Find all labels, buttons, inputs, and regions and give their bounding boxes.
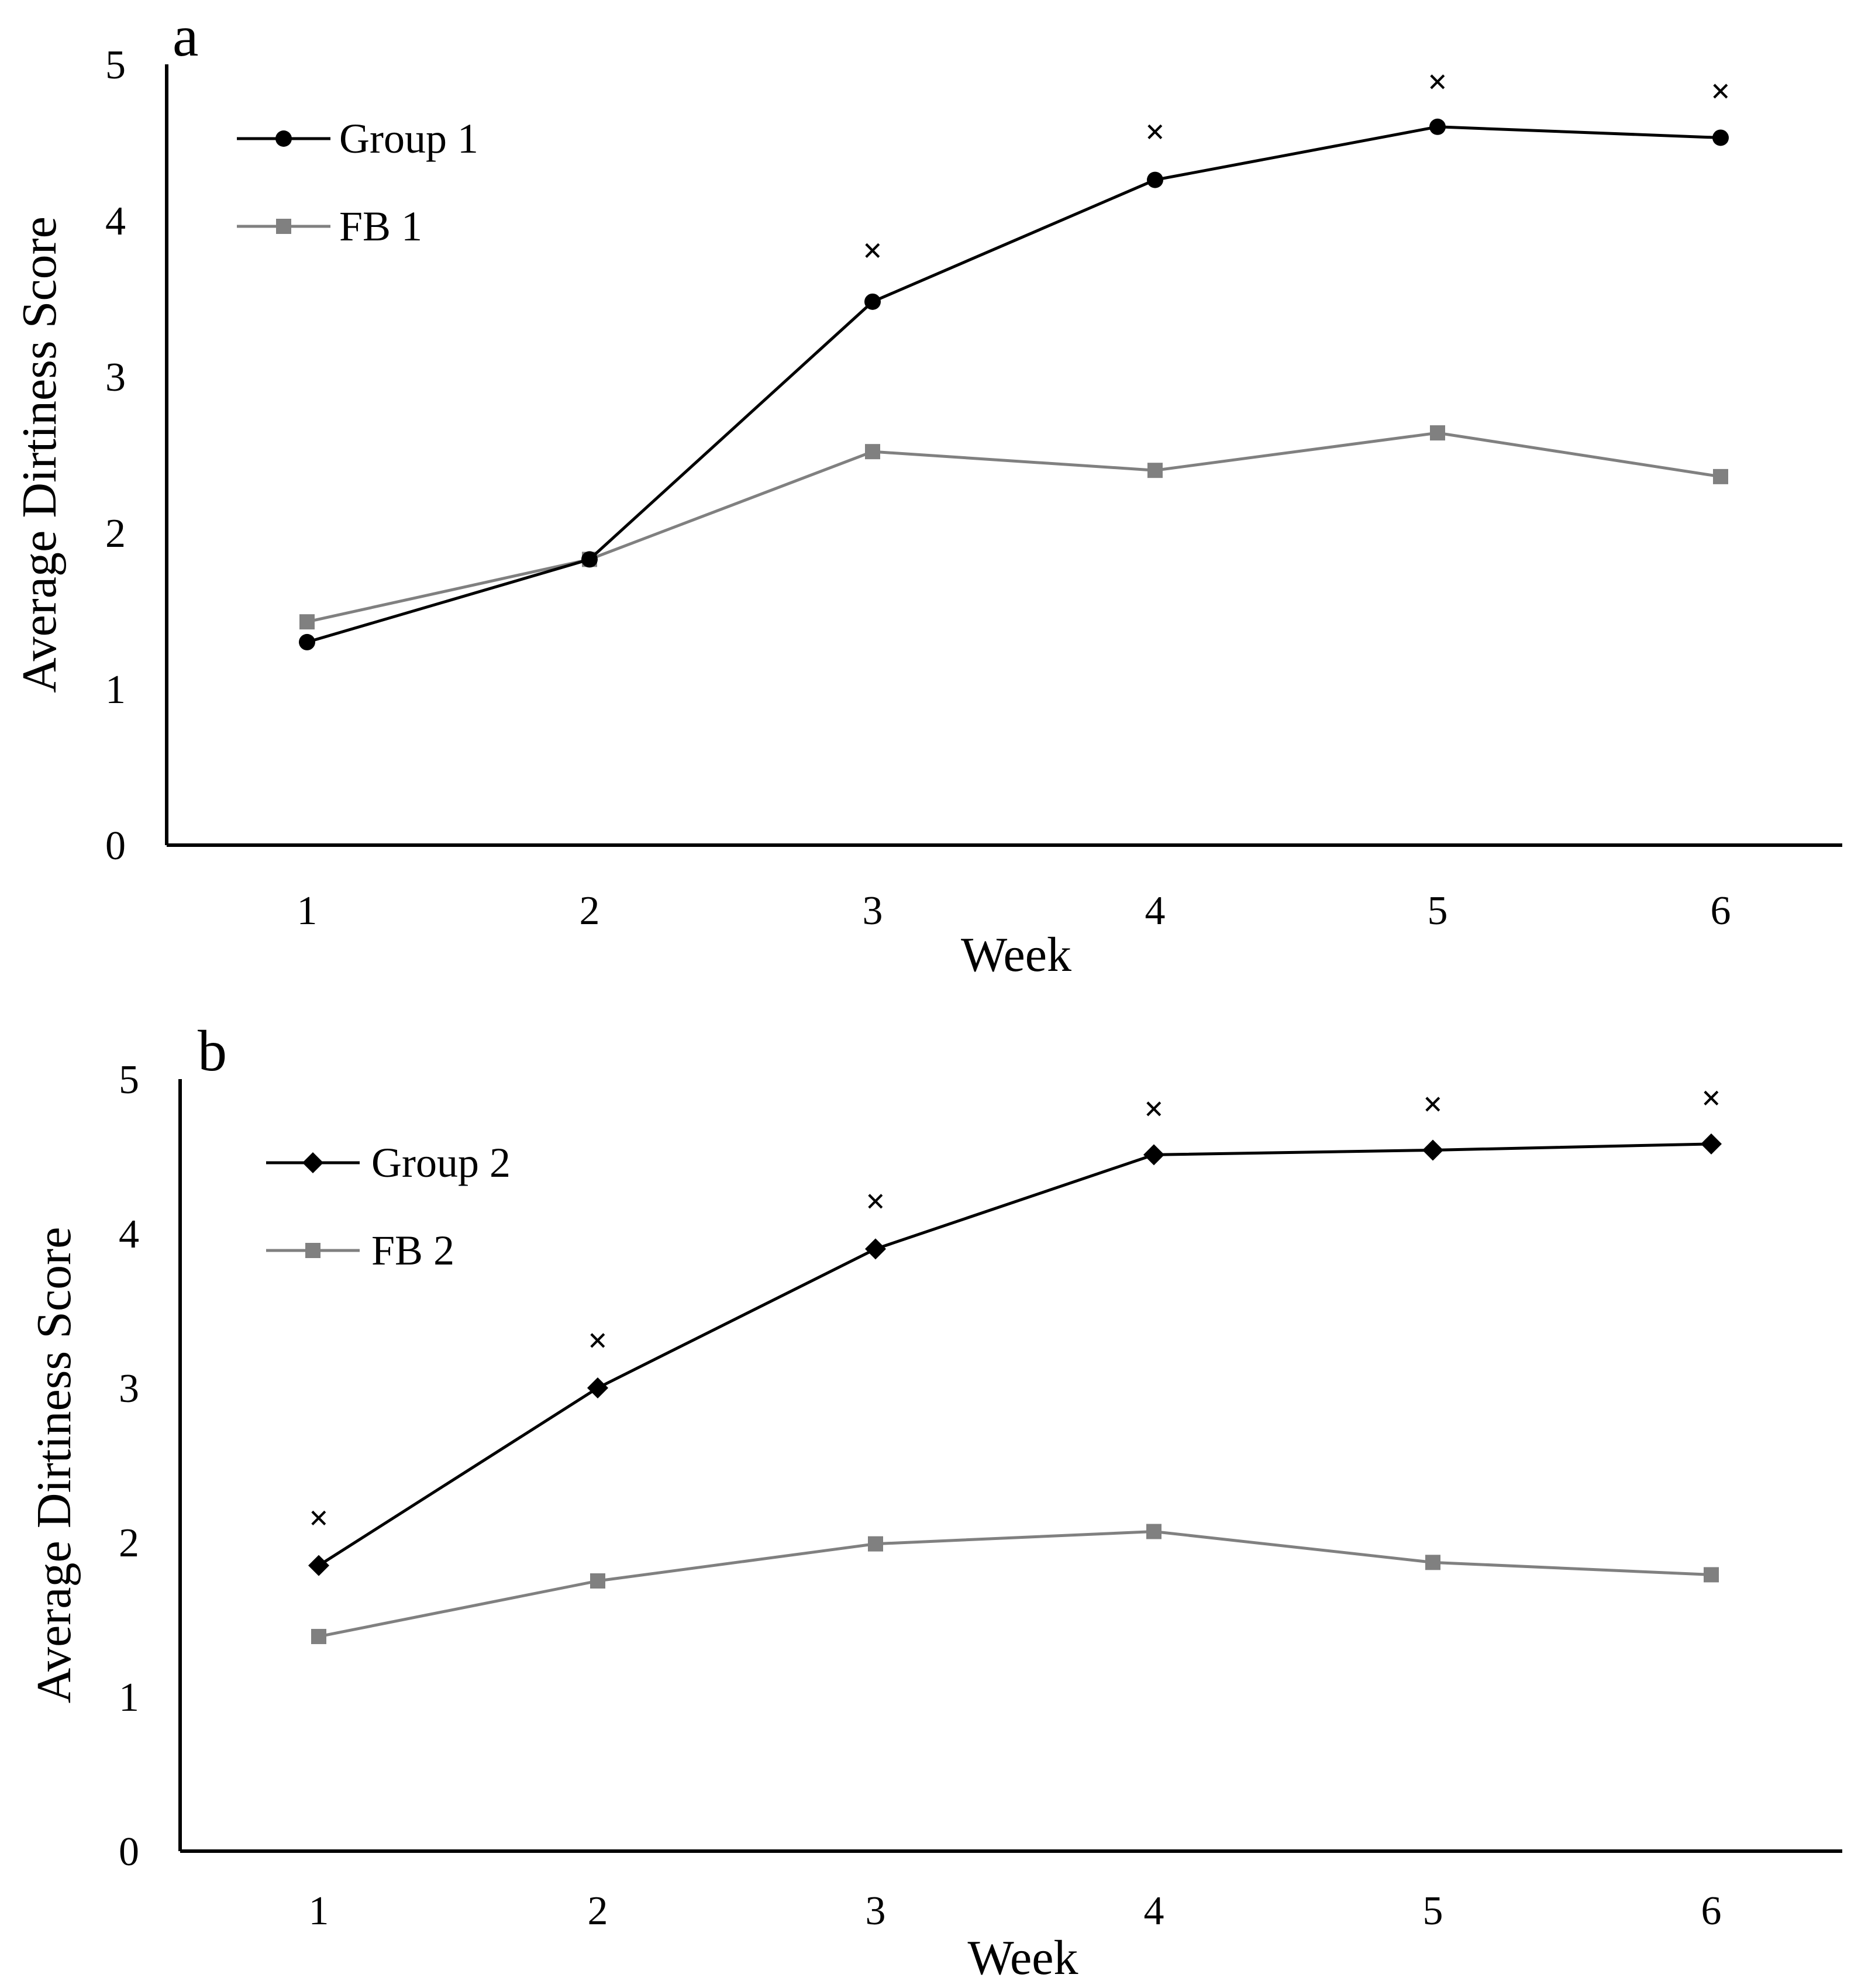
data-point xyxy=(1713,468,1728,484)
data-point xyxy=(1430,425,1445,441)
series-line-fb-1 xyxy=(306,431,1721,623)
y-tick-label: 2 xyxy=(105,511,126,556)
x-tick-label: 1 xyxy=(309,1889,329,1934)
significance-marker: × xyxy=(309,1498,329,1537)
x-tick-label: 2 xyxy=(580,888,600,933)
chart-panel-a: a 0 1 2 3 4 5 1 2 3 4 5 6 Week Average Dirtiness Score… xyxy=(12,4,1842,982)
significance-marker: × xyxy=(863,231,883,270)
y-tick-label: 0 xyxy=(119,1829,139,1875)
y-tick-label: 1 xyxy=(119,1675,139,1720)
series-line-group-2 xyxy=(318,1142,1712,1567)
data-point xyxy=(1147,171,1163,188)
x-tick-label: 6 xyxy=(1711,888,1731,933)
x-tick-label: 6 xyxy=(1701,1889,1722,1934)
series-line-group-1 xyxy=(306,125,1721,644)
data-point xyxy=(587,1377,608,1398)
data-point xyxy=(1143,1144,1164,1166)
x-tick-label: 5 xyxy=(1423,1889,1443,1934)
x-axis-title: Week xyxy=(961,928,1071,982)
significance-marker: × xyxy=(1423,1085,1443,1124)
significance-marker: × xyxy=(1144,1090,1164,1128)
data-point xyxy=(299,614,315,630)
legend-label: Group 1 xyxy=(339,115,478,162)
y-tick-label: 2 xyxy=(119,1521,139,1566)
data-point xyxy=(1704,1567,1719,1583)
y-tick-label: 4 xyxy=(119,1212,139,1257)
data-point xyxy=(1146,1524,1161,1539)
legend-label: FB 1 xyxy=(339,203,422,250)
x-tick-label: 3 xyxy=(863,888,883,933)
data-point xyxy=(1425,1555,1440,1570)
chart-panel-b: b 0 1 2 3 4 5 1 2 3 4 5 6 Week Average Dirtiness Score… xyxy=(27,1018,1842,1985)
legend-label: Group 2 xyxy=(371,1139,511,1186)
data-point xyxy=(1429,118,1446,135)
legend: Group 2 FB 2 xyxy=(266,1139,511,1274)
legend-swatch-marker xyxy=(276,219,291,234)
data-point xyxy=(311,1629,326,1645)
x-tick-label: 2 xyxy=(588,1889,608,1934)
significance-marker: × xyxy=(1701,1079,1721,1117)
data-point xyxy=(299,633,315,650)
y-tick-label: 4 xyxy=(105,199,126,244)
data-point xyxy=(1712,129,1729,146)
legend-item: FB 1 xyxy=(237,203,422,250)
legend-swatch-marker xyxy=(302,1152,323,1173)
y-tick-label: 5 xyxy=(105,43,126,88)
data-point xyxy=(308,1555,329,1576)
legend-swatch-marker xyxy=(305,1243,320,1258)
legend-item: Group 1 xyxy=(237,115,478,162)
significance-marker: × xyxy=(588,1321,608,1360)
legend-item: FB 2 xyxy=(266,1227,454,1274)
significance-marker: × xyxy=(1145,112,1165,151)
data-point xyxy=(581,551,598,568)
legend: Group 1 FB 1 xyxy=(237,115,478,250)
x-tick-label: 4 xyxy=(1144,1889,1164,1934)
y-axis-title: Average Dirtiness Score xyxy=(12,216,67,693)
y-tick-label: 5 xyxy=(119,1057,139,1102)
data-point xyxy=(1422,1139,1443,1161)
panel-label: a xyxy=(173,4,198,68)
legend-item: Group 2 xyxy=(266,1139,511,1186)
y-tick-label: 0 xyxy=(105,824,126,869)
x-tick-label: 5 xyxy=(1428,888,1448,933)
data-point xyxy=(868,1536,883,1552)
y-tick-label: 1 xyxy=(105,667,126,712)
data-point xyxy=(1147,463,1163,478)
data-point xyxy=(1701,1133,1722,1155)
x-tick-label: 1 xyxy=(297,888,318,933)
significance-marker: × xyxy=(1428,63,1447,101)
data-point xyxy=(590,1573,605,1589)
panel-label: b xyxy=(198,1018,227,1083)
legend-label: FB 2 xyxy=(371,1227,454,1274)
x-tick-label: 4 xyxy=(1145,888,1166,933)
data-point xyxy=(865,444,880,460)
legend-swatch-marker xyxy=(275,130,292,147)
data-point xyxy=(865,1238,886,1260)
y-axis-title: Average Dirtiness Score xyxy=(27,1227,81,1704)
x-tick-label: 3 xyxy=(866,1889,886,1934)
significance-marker: × xyxy=(866,1182,885,1221)
x-axis-title: Week xyxy=(967,1931,1078,1985)
y-tick-label: 3 xyxy=(119,1366,139,1411)
series-line-fb-2 xyxy=(318,1530,1712,1638)
y-tick-label: 3 xyxy=(105,355,126,400)
significance-marker: × xyxy=(1711,72,1731,111)
data-point xyxy=(864,293,881,310)
